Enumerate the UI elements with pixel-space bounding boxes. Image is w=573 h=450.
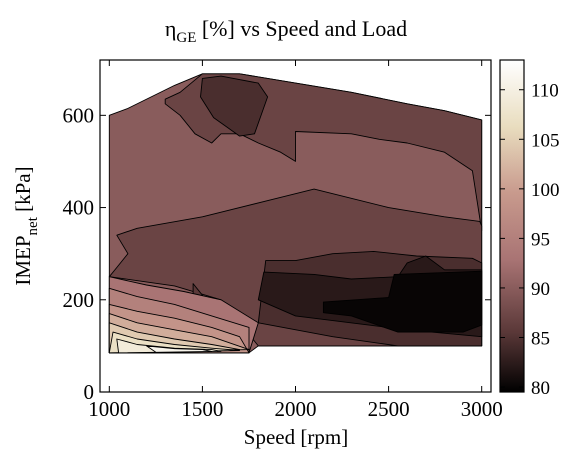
x-tick-label: 1500 xyxy=(181,397,223,421)
colorbar-tick-label: 100 xyxy=(531,180,560,201)
y-tick-label: 400 xyxy=(63,196,95,220)
x-tick-label: 3000 xyxy=(461,397,503,421)
title-text: [%] vs Speed and Load xyxy=(196,16,407,41)
colorbar-tick-label: 95 xyxy=(531,229,550,250)
x-axis-label: Speed [rpm] xyxy=(244,425,348,449)
title-subscript: GE xyxy=(176,30,196,46)
contour-region xyxy=(146,345,213,353)
y-tick-label: 600 xyxy=(63,103,95,127)
colorbar-tick-label: 85 xyxy=(531,328,550,349)
y-tick-label: 200 xyxy=(63,288,95,312)
contour-layer xyxy=(108,73,483,354)
colorbar-tick-label: 110 xyxy=(531,81,559,102)
contour-region xyxy=(200,75,269,137)
y-ticks: 0 200 400 600 xyxy=(63,103,491,404)
colorbar-tick-label: 80 xyxy=(531,378,550,399)
title-symbol: η xyxy=(165,16,177,41)
contour-region xyxy=(322,270,483,333)
colorbar-tick-label: 90 xyxy=(531,279,550,300)
x-tick-label: 2500 xyxy=(368,397,410,421)
x-tick-label: 1000 xyxy=(88,397,130,421)
colorbar-ticks: 80 85 90 95 100 105 110 xyxy=(500,81,560,399)
colorbar-tick-label: 105 xyxy=(531,130,560,151)
y-axis-label: IMEPnet [kPa] xyxy=(11,166,41,285)
y-label-subscript: net xyxy=(25,216,41,235)
y-label-main: IMEP xyxy=(11,235,35,285)
y-label-unit: [kPa] xyxy=(11,166,35,217)
colorbar xyxy=(499,59,525,393)
x-tick-label: 2000 xyxy=(275,397,317,421)
chart-title: ηGE [%] vs Speed and Load xyxy=(165,16,407,46)
x-ticks: 1000 1500 2000 2500 3000 xyxy=(88,60,503,421)
y-tick-label: 0 xyxy=(84,380,95,404)
